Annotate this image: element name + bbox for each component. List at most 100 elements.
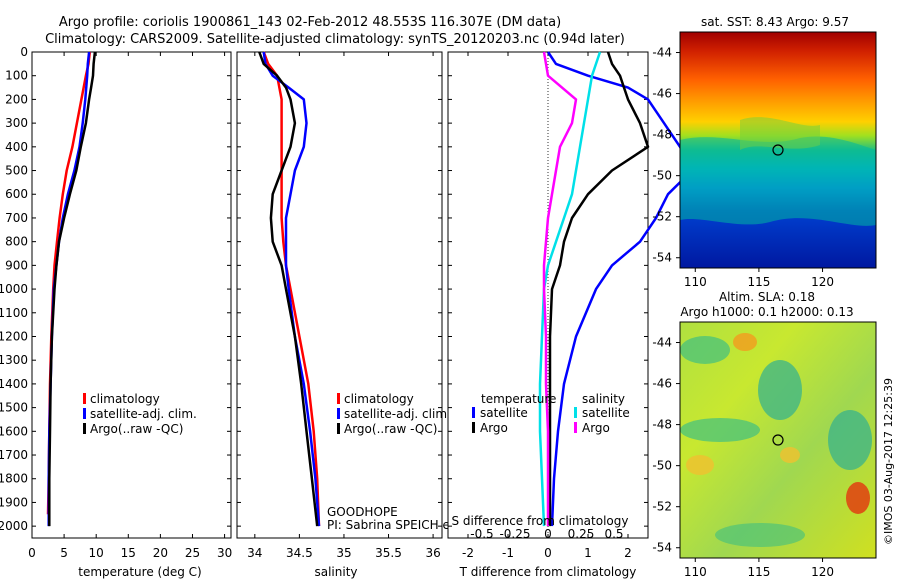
lat-tick-label: -50 — [652, 169, 672, 183]
lon-tick-label: 110 — [684, 565, 707, 579]
salinity-legend: climatology satellite-adj. clim. Argo(..… — [337, 392, 451, 436]
x-tick-label: 34 — [247, 546, 262, 560]
depth-tick-label: 1600 — [0, 424, 28, 438]
legend-swatch-argo — [83, 423, 86, 434]
salinity-profiles — [258, 51, 321, 527]
x-tick-label: 0 — [544, 546, 552, 560]
x-tick-label: 36 — [425, 546, 440, 560]
sla-low-1 — [680, 336, 730, 364]
series-line-argo — [542, 51, 578, 527]
legend-swatch-satellite — [83, 408, 86, 419]
temperature-profiles — [46, 51, 97, 527]
s-diff-tick-label: 0 — [544, 527, 552, 541]
x-tick-label: 15 — [121, 546, 136, 560]
difference-panel: -2 -1 0 1 2 -0.5 -0.25 0 0.25 0.5 T difference f… — [447, 51, 694, 579]
series-line-satellite — [538, 51, 602, 527]
lat-tick-label: -50 — [652, 459, 672, 473]
lon-tick-label: 115 — [747, 565, 770, 579]
depth-tick-label: 200 — [5, 92, 28, 106]
sst-map-frame — [679, 31, 877, 269]
temperature-axis: 0 5 10 15 20 25 30 — [28, 52, 232, 560]
temperature-plot-area — [31, 51, 232, 539]
legend-label-sal-satellite: satellite — [582, 406, 630, 420]
legend-label-climatology: climatology — [90, 392, 160, 406]
s-diff-tick-label: 0.5 — [604, 527, 623, 541]
lat-tick-label: -48 — [652, 418, 672, 432]
x-tick-label: 10 — [89, 546, 104, 560]
series-line-argo-raw-qc — [258, 51, 319, 527]
sst-front — [680, 136, 876, 226]
sla-lat-axis: -44 -46 -48 -50 -52 -54 — [652, 336, 680, 555]
lat-tick-label: -48 — [652, 128, 672, 142]
x-tick-label: 20 — [153, 546, 168, 560]
series-line-argo-raw-qc — [48, 51, 97, 527]
depth-tick-label: 2000 — [0, 519, 28, 533]
float-location-marker — [772, 434, 784, 446]
depth-tick-label: 1200 — [0, 329, 28, 343]
legend-label-sal-argo: Argo — [582, 421, 610, 435]
sla-low-4 — [828, 410, 872, 470]
legend-swatch-sal-satellite — [574, 407, 577, 418]
legend-swatch-climatology — [83, 393, 86, 404]
x-tick-label: 34.5 — [286, 546, 313, 560]
depth-tick-label: 600 — [5, 187, 28, 201]
depth-tick-label: 1800 — [0, 472, 28, 486]
x-tick-label: 0 — [28, 546, 36, 560]
title-line-1: Argo profile: coriolis 1900861_143 02-Fe… — [59, 15, 561, 30]
difference-depth-ticks — [448, 51, 648, 527]
temperature-axis-label: temperature (deg C) — [78, 565, 201, 579]
legend-header-salinity: salinity — [582, 392, 625, 406]
x-tick-label: 2 — [624, 546, 632, 560]
series-line-argo — [548, 51, 650, 527]
sla-high-2 — [686, 455, 714, 475]
legend-swatch-temp-argo — [472, 422, 475, 433]
x-tick-label: 1 — [584, 546, 592, 560]
sst-warm-patch — [740, 117, 820, 150]
x-tick-label: 5 — [60, 546, 68, 560]
legend-label-satellite: satellite-adj. clim. — [344, 407, 451, 421]
lat-tick-label: -54 — [652, 541, 672, 555]
depth-tick-label: 100 — [5, 69, 28, 83]
lon-tick-label: 120 — [811, 565, 834, 579]
lat-tick-label: -44 — [652, 336, 672, 350]
x-tick-label: 25 — [185, 546, 200, 560]
depth-tick-label: 800 — [5, 235, 28, 249]
depth-tick-label: 1400 — [0, 377, 28, 391]
depth-axis: 0 100 200 300 400 500 600 700 800 900 1000 1100 1200… — [0, 45, 231, 533]
lat-tick-label: -44 — [652, 46, 672, 60]
lat-tick-label: -46 — [652, 87, 672, 101]
x-tick-label: 30 — [217, 546, 232, 560]
salinity-axis: 34 34.5 35 35.5 36 — [247, 52, 441, 560]
legend-label-argo: Argo(..raw -QC) — [90, 422, 183, 436]
lat-tick-label: -54 — [652, 251, 672, 265]
sla-high-1 — [733, 333, 757, 351]
legend-swatch-temp-satellite — [472, 407, 475, 418]
legend-header-temperature: temperature — [481, 392, 556, 406]
depth-tick-label: 1300 — [0, 353, 28, 367]
lon-tick-label: 115 — [747, 275, 770, 289]
depth-tick-label: 1900 — [0, 495, 28, 509]
difference-profiles — [538, 51, 694, 527]
depth-tick-label: 1000 — [0, 282, 28, 296]
x-tick-label: -1 — [502, 546, 514, 560]
s-diff-tick-label: -0.25 — [499, 527, 530, 541]
depth-tick-label: 0 — [20, 45, 28, 59]
legend-swatch-sal-argo — [574, 422, 577, 433]
legend-swatch-argo — [337, 423, 340, 434]
salinity-depth-ticks — [237, 51, 442, 527]
sla-map-title-1: Altim. SLA: 0.18 — [719, 290, 815, 304]
sla-low-5 — [715, 523, 805, 547]
legend-label-satellite: satellite-adj. clim. — [90, 407, 197, 421]
s-diff-tick-label: 0.25 — [568, 527, 595, 541]
x-tick-label: -2 — [462, 546, 474, 560]
depth-tick-label: 700 — [5, 211, 28, 225]
temperature-panel: 0100200300400500600700800900100011001200… — [0, 45, 232, 579]
series-line-satellite — [546, 51, 694, 527]
x-tick-label: 35 — [336, 546, 351, 560]
s-diff-tick-label: -0.5 — [470, 527, 493, 541]
title-line-2: Climatology: CARS2009. Satellite-adjuste… — [45, 32, 625, 47]
legend-label-temp-argo: Argo — [480, 421, 508, 435]
t-difference-axis: -2 -1 0 1 2 — [462, 52, 632, 560]
sla-low-2 — [758, 360, 802, 420]
